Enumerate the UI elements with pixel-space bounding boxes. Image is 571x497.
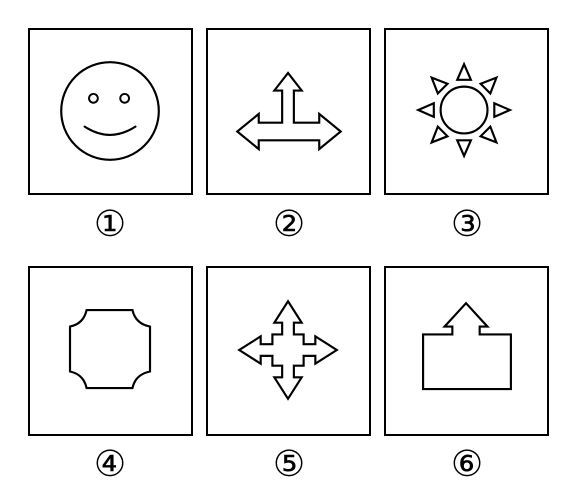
smiley-face-icon [60,61,160,161]
sun-ray [415,101,435,119]
sun-ray [429,75,450,96]
figure-panel-1 [28,28,193,195]
sun-ray [455,139,473,159]
figure-panel-5 [206,266,371,436]
figure-panel-6 [384,266,549,436]
notched-square-icon [68,308,152,390]
panel-label-6: ⑥ [450,444,484,485]
sun-ray [478,75,499,96]
figure-panel-2 [206,28,371,195]
panel-label-1: ① [93,204,127,245]
sun-ray [429,124,450,145]
panel-label-3: ③ [450,204,484,245]
panel-label-4: ④ [93,444,127,485]
sun-icon [415,61,513,159]
figure-panel-3 [384,28,549,195]
box-with-up-arrow-icon [422,301,512,391]
panel-label-5: ⑤ [272,444,306,485]
figure-panel-4 [28,266,193,436]
four-way-arrow-icon [237,299,339,401]
sun-ray [478,124,499,145]
sun-ray [455,61,473,81]
panel-label-2: ② [272,204,306,245]
three-way-arrow-icon [235,71,343,152]
sun-ray [493,101,513,119]
